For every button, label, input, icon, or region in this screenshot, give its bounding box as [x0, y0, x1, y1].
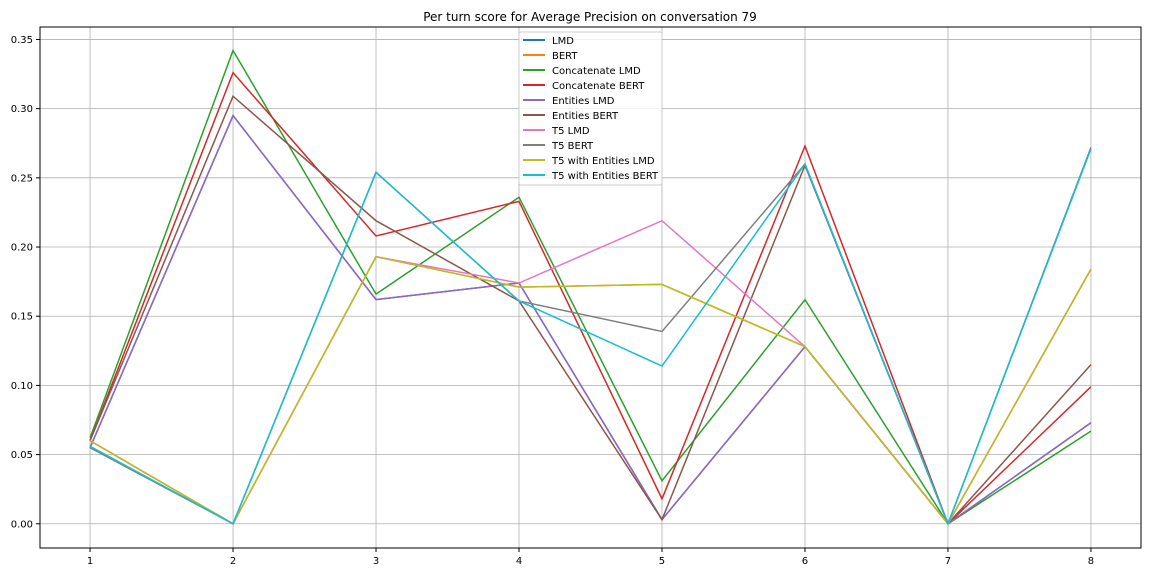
- legend-label: BERT: [552, 51, 578, 62]
- series-line-t5-with-entities-bert: [89, 148, 1092, 526]
- series-line-bert: [89, 255, 1092, 526]
- series-lines: [89, 48, 1092, 526]
- x-tick-label: 2: [230, 556, 236, 567]
- legend-label: T5 with Entities LMD: [551, 156, 655, 167]
- x-tick-label: 5: [659, 556, 665, 567]
- y-tick-label: 0.30: [11, 104, 33, 115]
- legend-label: T5 BERT: [551, 141, 594, 152]
- x-tick-label: 6: [802, 556, 808, 567]
- series-line-concatenate-bert: [89, 71, 1092, 526]
- legend-label: Entities BERT: [552, 111, 619, 122]
- y-tick-label: 0.20: [11, 243, 33, 254]
- x-tick-label: 8: [1088, 556, 1094, 567]
- chart-title: Per turn score for Average Precision on …: [423, 10, 757, 24]
- legend: LMD BERT Concatenate LMD Concatenate BERT En…: [518, 31, 663, 186]
- y-tick-label: 0.15: [11, 312, 33, 323]
- x-tick-label: 7: [945, 556, 951, 567]
- legend-label: LMD: [552, 36, 574, 47]
- series-line-t5-lmd: [89, 219, 1092, 526]
- x-tick-label: 3: [373, 556, 379, 567]
- y-tick-label: 0.35: [11, 35, 33, 46]
- plot-frame: [39, 26, 1142, 549]
- x-axis: 1 2 3 4 5 6 7 8: [87, 548, 1094, 567]
- series-line-t5-with-entities-lmd: [89, 255, 1092, 526]
- legend-box: [518, 31, 663, 186]
- y-tick-label: 0.10: [11, 381, 33, 392]
- x-tick-label: 4: [516, 556, 522, 567]
- legend-label: Entities LMD: [552, 96, 615, 107]
- legend-label: T5 LMD: [551, 126, 590, 137]
- y-tick-label: 0.05: [11, 450, 33, 461]
- x-tick-label: 1: [87, 556, 93, 567]
- series-line-t5-bert: [89, 147, 1092, 526]
- y-axis: 0.00 0.05 0.10 0.15 0.20 0.25 0.30 0.35: [11, 35, 40, 530]
- legend-label: Concatenate LMD: [552, 66, 641, 77]
- series-line-concatenate-lmd: [89, 48, 1092, 525]
- legend-label: T5 with Entities BERT: [551, 171, 659, 182]
- y-tick-label: 0.25: [11, 173, 33, 184]
- legend-label: Concatenate BERT: [552, 81, 645, 92]
- y-tick-label: 0.00: [11, 519, 33, 530]
